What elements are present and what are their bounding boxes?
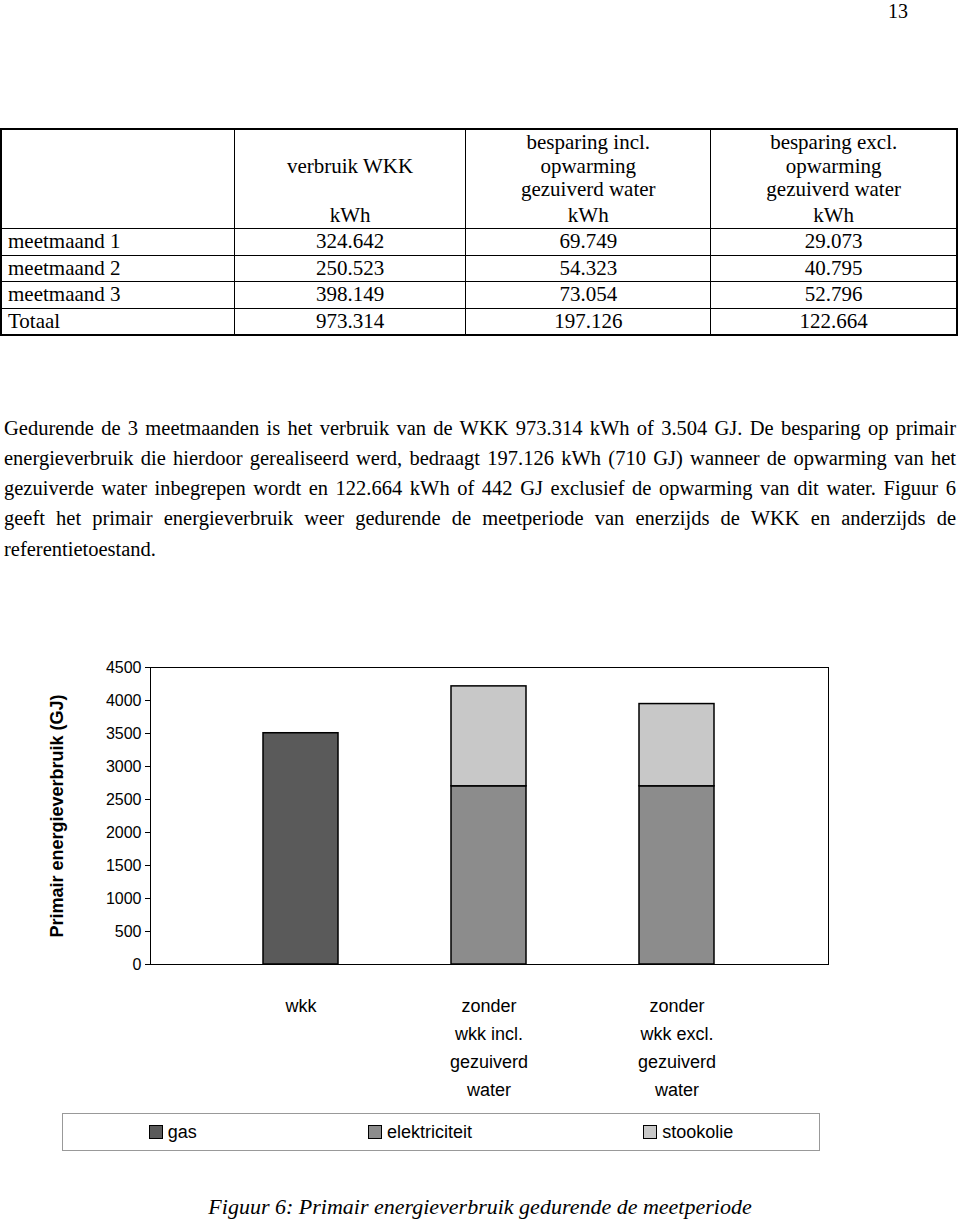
- html-text:meetmaand 2: meetmaand 2: [8, 255, 121, 280]
- svg-text:Primair energieverbruik (GJ): Primair energieverbruik (GJ): [47, 694, 67, 937]
- html-text:398.149: 398.149: [315, 282, 385, 307]
- html-text:13: 13: [888, 0, 908, 22]
- html-text:besparing incl. opwarming gezu: besparing incl. opwarming gezuiverd wate…: [520, 130, 656, 201]
- html-text:73.054: 73.054: [559, 282, 618, 307]
- svg-text:zonderwkk incl.gezuiverdwater: zonderwkk incl.gezuiverdwater: [450, 996, 528, 1100]
- svg-text:1500: 1500: [106, 857, 142, 874]
- html-text:meetmaand 1: meetmaand 1: [8, 229, 121, 254]
- html-text:122.664: 122.664: [799, 308, 868, 333]
- html-text:40.795: 40.795: [804, 255, 863, 280]
- svg-text:0: 0: [133, 956, 142, 973]
- html-text:197.126: 197.126: [554, 308, 623, 333]
- html-text:gas: gas: [167, 1121, 197, 1142]
- svg-text:2500: 2500: [106, 791, 142, 808]
- svg-text:3500: 3500: [106, 725, 142, 742]
- html-text:meetmaand 3: meetmaand 3: [8, 282, 121, 307]
- html-text:250.523: 250.523: [315, 255, 385, 280]
- svg-text:2000: 2000: [106, 824, 142, 841]
- html-text:Gedurende de 3 meetmaanden is: Gedurende de 3 meetmaanden is het verbru…: [4, 417, 956, 560]
- html-text:kWh: kWh: [329, 202, 371, 227]
- html-text:973.314: 973.314: [315, 308, 385, 333]
- svg-text:4000: 4000: [106, 692, 142, 709]
- svg-text:wkk: wkk: [285, 996, 318, 1016]
- html-text:elektriciteit: elektriciteit: [387, 1121, 472, 1142]
- html-text:324.642: 324.642: [315, 229, 385, 254]
- html-text:Figuur 6: Primair energieverbr: Figuur 6: Primair energieverbruik gedure…: [208, 1194, 752, 1219]
- html-text:52.796: 52.796: [804, 282, 863, 307]
- html-text:stookolie: stookolie: [662, 1121, 734, 1142]
- html-text:kWh: kWh: [813, 202, 855, 227]
- svg-text:4500: 4500: [106, 659, 142, 676]
- html-text:kWh: kWh: [567, 202, 609, 227]
- html-text:besparing excl. opwarming gezu: besparing excl. opwarming gezuiverd wate…: [766, 130, 901, 201]
- svg-text:1000: 1000: [106, 890, 142, 907]
- html-text:Totaal: Totaal: [8, 308, 61, 333]
- svg-text:3000: 3000: [106, 758, 142, 775]
- html-text:54.323: 54.323: [559, 255, 618, 280]
- html-text:verbruik WKK: verbruik WKK: [287, 153, 414, 178]
- svg-text:zonderwkk excl.gezuiverdwater: zonderwkk excl.gezuiverdwater: [638, 996, 716, 1100]
- html-text:69.749: 69.749: [559, 229, 618, 254]
- html-text:29.073: 29.073: [804, 229, 863, 254]
- svg-text:500: 500: [115, 923, 142, 940]
